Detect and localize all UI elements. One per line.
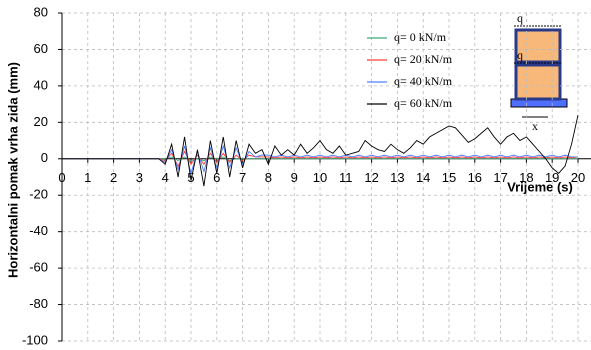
x-tick-label: 11 xyxy=(339,170,353,185)
inset-label: q xyxy=(517,48,523,62)
x-tick-label: 6 xyxy=(213,170,220,185)
y-tick-label: 20 xyxy=(34,114,48,129)
x-tick-label: 13 xyxy=(390,170,404,185)
legend-label: q= 60 kN/m xyxy=(394,96,453,110)
y-tick-label: 40 xyxy=(34,77,48,92)
x-tick-label: 7 xyxy=(239,170,246,185)
x-tick-label: 3 xyxy=(136,170,143,185)
inset-label: q xyxy=(517,11,523,25)
y-tick-label: -80 xyxy=(29,296,48,311)
x-tick-label: 20 xyxy=(571,170,585,185)
y-tick-label: 60 xyxy=(34,41,48,56)
x-tick-label: 8 xyxy=(265,170,272,185)
x-tick-label: 4 xyxy=(162,170,169,185)
y-tick-label: -60 xyxy=(29,260,48,275)
y-tick-label: 0 xyxy=(41,150,48,165)
x-tick-label: 17 xyxy=(493,170,507,185)
x-tick-label: 16 xyxy=(468,170,482,185)
x-tick-label: 9 xyxy=(291,170,298,185)
y-tick-label: -20 xyxy=(29,187,48,202)
data-line xyxy=(62,114,579,187)
legend-label: q= 20 kN/m xyxy=(394,52,453,66)
y-tick-label: -40 xyxy=(29,223,48,238)
x-axis-label: Vrijeme (s) xyxy=(507,179,573,194)
x-tick-label: 14 xyxy=(416,170,430,185)
y-tick-label: 80 xyxy=(34,4,48,19)
inset-diagram xyxy=(510,25,568,118)
y-tick-label: -100 xyxy=(22,332,48,347)
legend-label: q= 40 kN/m xyxy=(394,74,453,88)
x-tick-label: 2 xyxy=(110,170,117,185)
x-tick-label: 12 xyxy=(364,170,378,185)
x-tick-label: 19 xyxy=(545,170,559,185)
x-tick-label: 15 xyxy=(442,170,456,185)
inset-label: x xyxy=(532,119,538,133)
y-axis-label: Horizontalni pomak vrha zida (mm) xyxy=(5,62,20,278)
x-tick-label: 10 xyxy=(313,170,327,185)
x-tick-label: 18 xyxy=(519,170,533,185)
x-tick-label: 1 xyxy=(84,170,91,185)
legend-label: q= 0 kN/m xyxy=(394,30,447,44)
